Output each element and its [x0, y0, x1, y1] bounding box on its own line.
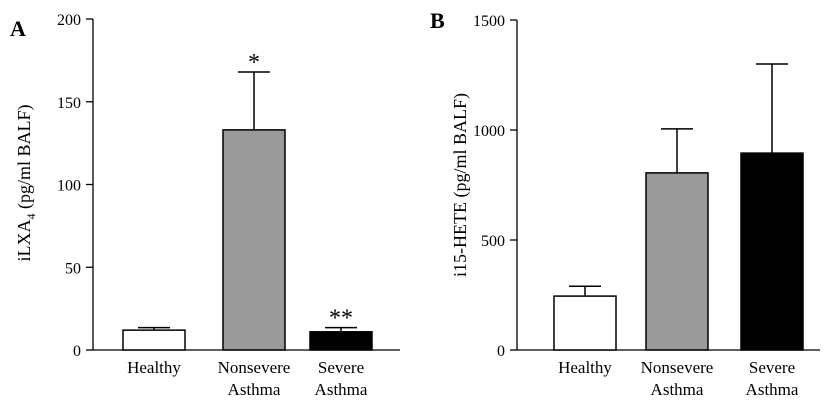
panel-b: B 0 500 1000 1500 i15-HETE (pg/ml BALF) Health…: [430, 8, 820, 399]
bar-a-2: [309, 331, 373, 351]
y-tick-label-a: 150: [57, 95, 81, 112]
y-tick-label-b: 1000: [473, 123, 505, 140]
category-label-a-2: Asthma: [315, 380, 368, 399]
y-tick-label-a: 0: [73, 343, 81, 360]
bar-b-0: [553, 295, 617, 351]
y-axis-title-b: i15-HETE (pg/ml BALF): [450, 93, 471, 277]
y-tick-label-b: 0: [497, 343, 505, 360]
panel-a: A 0 50 100 150 200 iLXA4 (pg/ml BALF) Healthy * N…: [10, 12, 400, 399]
y-tick-label-a: 50: [65, 260, 81, 277]
bar-a-1: [222, 129, 286, 351]
category-label-a-1: Asthma: [228, 380, 281, 399]
y-tick-label-a: 100: [57, 178, 81, 195]
category-label-b-2: Severe: [749, 358, 795, 377]
category-label-a-2: Severe: [318, 358, 364, 377]
y-tick-label-a: 200: [57, 12, 81, 29]
significance-label-a-1: *: [248, 50, 260, 76]
category-label-b-2: Asthma: [746, 380, 799, 399]
category-label-a-0: Healthy: [127, 358, 181, 377]
panel-letter-a: A: [10, 16, 26, 41]
category-label-b-1: Asthma: [651, 380, 704, 399]
panel-letter-b: B: [430, 8, 445, 33]
y-axis-title-a: iLXA4 (pg/ml BALF): [14, 104, 38, 261]
significance-label-a-2: **: [329, 306, 353, 332]
bar-a-0: [122, 329, 186, 351]
bar-b-2: [740, 152, 804, 351]
bar-b-1: [645, 172, 709, 351]
y-tick-label-b: 1500: [473, 13, 505, 30]
category-label-b-0: Healthy: [558, 358, 612, 377]
category-label-b-1: Nonsevere: [641, 358, 714, 377]
y-tick-label-b: 500: [481, 233, 505, 250]
category-label-a-1: Nonsevere: [218, 358, 291, 377]
